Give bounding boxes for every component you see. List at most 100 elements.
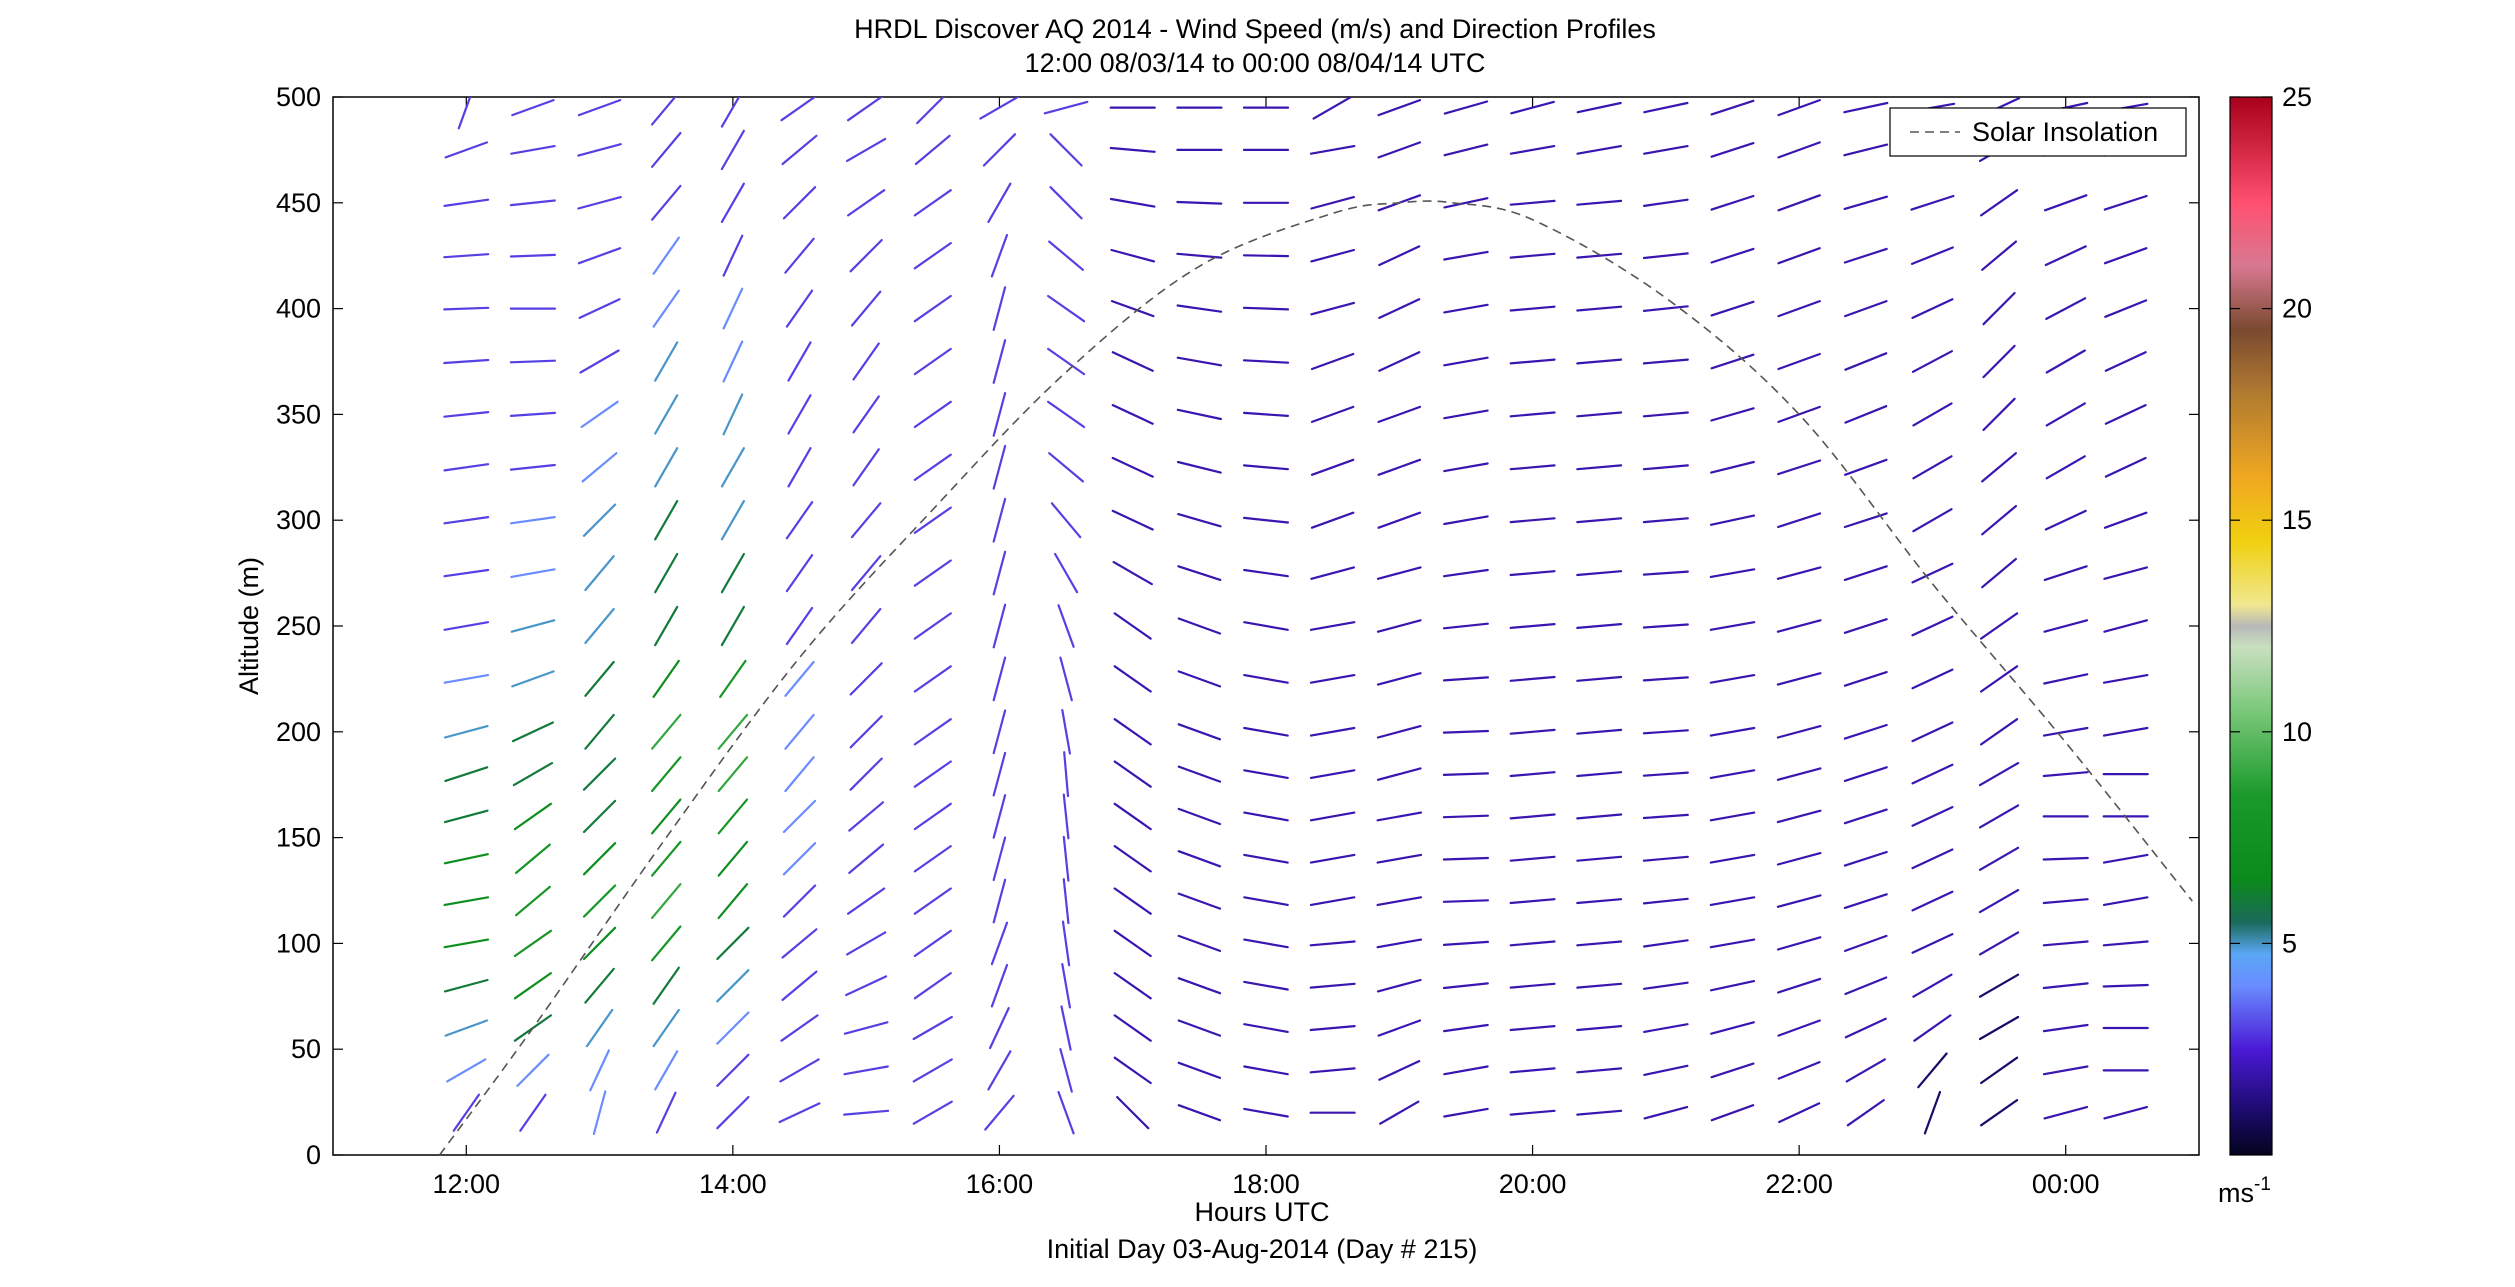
wind-barb bbox=[652, 1008, 680, 1048]
wind-barb bbox=[785, 501, 814, 540]
wind-barb bbox=[992, 656, 1007, 702]
y-tick-label: 350 bbox=[276, 399, 321, 429]
wind-barb bbox=[1979, 665, 2019, 693]
y-tick-label: 0 bbox=[306, 1140, 321, 1170]
colorbar: 5 10 15 20 25 ms-1 bbox=[2218, 82, 2312, 1208]
wind-barb bbox=[1844, 352, 1888, 371]
wind-barb bbox=[1063, 751, 1070, 798]
wind-barb bbox=[1509, 358, 1556, 365]
colorbar-tick-label: 5 bbox=[2282, 928, 2297, 958]
wind-barb bbox=[1049, 186, 1083, 220]
wind-barb bbox=[720, 500, 746, 541]
wind-barb bbox=[1057, 604, 1075, 648]
wind-barb bbox=[2042, 1023, 2089, 1033]
colorbar-ticks: 5 10 15 20 25 bbox=[2230, 82, 2312, 958]
wind-barb bbox=[443, 673, 490, 684]
wind-barb bbox=[1242, 411, 1290, 417]
wind-barb bbox=[1309, 896, 1356, 907]
wind-barb bbox=[1979, 612, 2019, 640]
wind-barb bbox=[1243, 769, 1289, 780]
wind-barb bbox=[1309, 853, 1356, 864]
wind-barb bbox=[1843, 934, 1888, 953]
wind-barb bbox=[1176, 408, 1223, 421]
wind-barb bbox=[581, 452, 618, 483]
wind-barb bbox=[1442, 982, 1489, 990]
wind-barb bbox=[1177, 807, 1222, 826]
wind-barb bbox=[1642, 771, 1689, 777]
wind-barb bbox=[1643, 101, 1689, 114]
wind-barb bbox=[1243, 1065, 1289, 1076]
wind-barb bbox=[913, 612, 952, 640]
wind-barb bbox=[1776, 894, 1822, 908]
wind-barb bbox=[1443, 356, 1489, 367]
wind-barb bbox=[1062, 835, 1070, 882]
wind-barb bbox=[843, 1065, 889, 1076]
wind-barb bbox=[913, 665, 952, 693]
wind-barb bbox=[509, 411, 557, 417]
wind-barb bbox=[1109, 197, 1156, 208]
wind-barb bbox=[1177, 512, 1222, 528]
wind-barb bbox=[1310, 458, 1355, 476]
wind-barb bbox=[650, 756, 682, 793]
wind-barb bbox=[1911, 848, 1954, 870]
wind-barb bbox=[1509, 145, 1556, 155]
wind-barb bbox=[654, 605, 679, 647]
wind-barb bbox=[1176, 252, 1223, 259]
wind-barb bbox=[1710, 1021, 1755, 1035]
wind-barb bbox=[1776, 672, 1822, 686]
wind-barb bbox=[650, 97, 677, 126]
wind-barb bbox=[720, 552, 746, 594]
wind-barb bbox=[443, 724, 489, 739]
wind-barb bbox=[1113, 1056, 1152, 1085]
wind-barb bbox=[1443, 462, 1489, 473]
wind-barb bbox=[716, 969, 750, 1003]
wind-barb bbox=[1776, 767, 1822, 781]
wind-barb bbox=[513, 802, 553, 831]
wind-barb bbox=[916, 97, 945, 125]
y-tick-label: 250 bbox=[276, 611, 321, 641]
wind-barb bbox=[992, 794, 1007, 839]
wind-barb bbox=[850, 502, 882, 539]
wind-barb bbox=[990, 233, 1009, 278]
wind-barb bbox=[1113, 844, 1152, 873]
wind-barb bbox=[843, 1021, 889, 1035]
wind-barb bbox=[982, 133, 1017, 167]
wind-barb bbox=[990, 921, 1009, 966]
wind-barb bbox=[1776, 851, 1822, 866]
wind-barb bbox=[1113, 887, 1152, 915]
wind-barb bbox=[580, 400, 619, 429]
wind-barb bbox=[1710, 247, 1755, 264]
wind-barb bbox=[2104, 299, 2148, 318]
wind-barb bbox=[1910, 246, 1954, 265]
wind-barb bbox=[1177, 934, 1222, 953]
wind-barb bbox=[1510, 100, 1555, 115]
wind-barb bbox=[1776, 809, 1822, 824]
wind-barb bbox=[913, 294, 952, 323]
y-tick-label: 100 bbox=[276, 928, 321, 958]
wind-barb bbox=[785, 553, 814, 593]
wind-barb bbox=[579, 349, 620, 374]
wind-barb bbox=[1777, 1019, 1821, 1037]
wind-barb bbox=[782, 799, 817, 834]
wind-barb bbox=[1243, 811, 1289, 822]
wind-barb bbox=[1059, 656, 1073, 702]
wind-barb bbox=[2102, 853, 2149, 864]
wind-barb bbox=[1509, 1067, 1556, 1074]
solar-insolation-line bbox=[438, 200, 2193, 1156]
wind-barb bbox=[722, 234, 744, 277]
wind-barb bbox=[1109, 146, 1156, 153]
wind-barb bbox=[577, 196, 622, 210]
wind-barb bbox=[1709, 811, 1756, 822]
colorbar-tick-label: 10 bbox=[2282, 717, 2312, 747]
wind-barb bbox=[1709, 853, 1756, 864]
wind-barb bbox=[1776, 724, 1822, 739]
wind-barb bbox=[2102, 940, 2149, 947]
wind-barb bbox=[1509, 252, 1556, 259]
wind-barb bbox=[979, 97, 1020, 120]
wind-barb bbox=[1509, 728, 1556, 735]
wind-barb bbox=[1777, 352, 1821, 371]
wind-barb bbox=[1576, 358, 1623, 365]
wind-barb bbox=[1176, 200, 1223, 205]
wind-barb bbox=[1116, 1095, 1150, 1130]
wind-barb bbox=[1376, 811, 1423, 822]
